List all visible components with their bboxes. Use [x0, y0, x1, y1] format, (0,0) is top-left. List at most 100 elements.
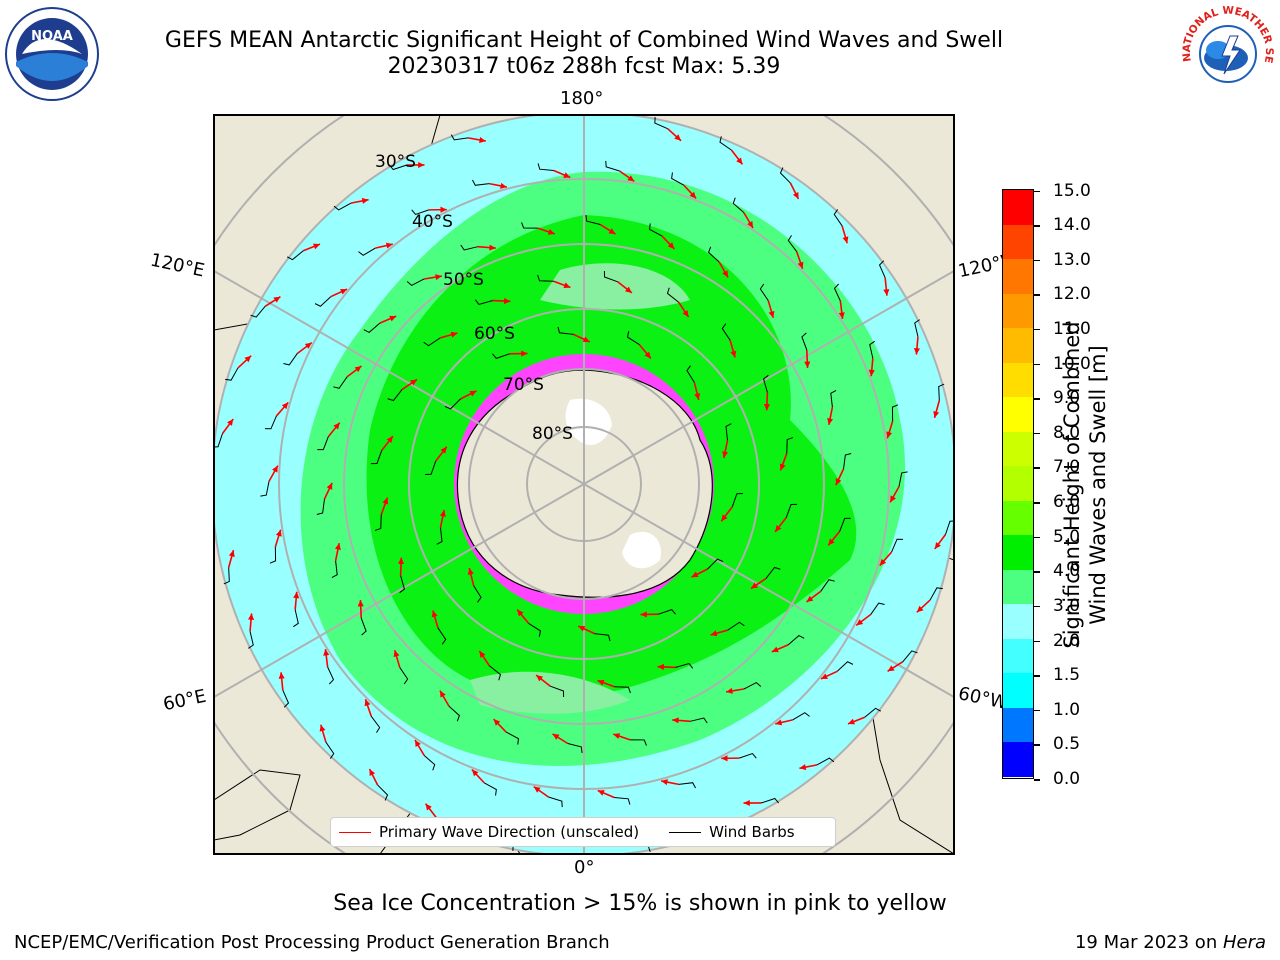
colorbar-tick-label: 12.0: [1053, 284, 1091, 305]
colorbar-segment: [1003, 604, 1033, 639]
wave-arrow-head: [369, 769, 376, 777]
wind-barb: [898, 471, 908, 487]
colorbar-tick: [1034, 432, 1040, 435]
wave-arrow-head: [804, 361, 811, 368]
wind-barb: [548, 796, 563, 808]
wave-arrow-head: [883, 289, 890, 296]
colorbar-segment: [1003, 707, 1033, 743]
wave-arrow-head: [397, 557, 405, 565]
wind-barb: [707, 558, 724, 570]
wave-arrow-head: [779, 463, 786, 471]
wave-arrow-head: [775, 525, 782, 532]
wind-barb: [282, 690, 290, 708]
wind-barb: [444, 398, 461, 410]
colorbar-tick: [1034, 709, 1040, 712]
wave-arrow-head: [682, 310, 689, 318]
wave-arrow-head: [385, 242, 393, 249]
colorbar-tick-label: 8.0: [1053, 422, 1081, 443]
colorbar-segment: [1003, 190, 1033, 225]
colorbar-segment: [1003, 638, 1033, 674]
wind-barb: [223, 567, 230, 585]
wave-arrow-head: [657, 663, 665, 671]
wind-barb: [370, 450, 383, 465]
wave-arrow-head: [722, 270, 729, 278]
wave-arrow-head: [582, 336, 590, 343]
colorbar-tick-label: 1.0: [1053, 699, 1081, 720]
wind-barb: [929, 587, 943, 601]
wave-arrow-head: [479, 650, 486, 658]
legend: Primary Wave Direction (unscaled) Wind B…: [330, 817, 836, 847]
wind-barb: [331, 560, 338, 578]
wave-arrow-head: [828, 538, 835, 546]
colorbar-tick-label: 5.0: [1053, 526, 1081, 547]
wind-barb: [725, 423, 732, 441]
wind-barb: [761, 797, 780, 804]
wave-arrow-head: [835, 478, 842, 486]
wave-arrow-head: [730, 350, 737, 358]
colorbar-tick-label: 10.0: [1053, 353, 1091, 374]
wind-barb: [399, 575, 406, 594]
colorbar-tick-label: 3.0: [1053, 595, 1081, 616]
wave-arrow-head: [838, 312, 845, 319]
wave-arrow-head: [640, 611, 647, 618]
wind-barb: [360, 617, 367, 636]
wave-arrow-head: [323, 649, 330, 656]
graticule: [214, 115, 954, 854]
wave-arrow-head: [547, 228, 555, 235]
wave-arrow-head: [272, 465, 278, 473]
wind-barb: [675, 662, 694, 669]
wind-barb: [721, 323, 731, 341]
wave-arrow-head: [913, 348, 920, 355]
wave-arrow-head: [440, 206, 447, 213]
wind-barb: [585, 215, 601, 225]
wind-barb: [902, 650, 918, 662]
wind-barb: [678, 782, 696, 789]
colorbar-segment: [1003, 293, 1033, 329]
colorbar-tick-label: 1.5: [1053, 665, 1081, 686]
colorbar-tick-label: 9.0: [1053, 388, 1081, 409]
wind-barb: [489, 665, 502, 681]
wave-arrow-head: [721, 755, 728, 762]
wind-barb: [833, 283, 841, 302]
wind-barb: [762, 374, 769, 393]
colorbar-segment: [1003, 259, 1033, 294]
noaa-logo-text: NOAA: [31, 29, 73, 44]
wind-barb: [325, 741, 335, 759]
wave-arrow-head: [608, 228, 616, 235]
wind-barb: [293, 609, 299, 628]
wind-barb: [765, 566, 781, 579]
wind-barbs-legend-line: [669, 831, 702, 833]
wind-barb: [286, 250, 304, 261]
wave-arrow-head: [799, 764, 807, 771]
wave-arrow-head: [435, 274, 442, 281]
colorbar-segment: [1003, 535, 1033, 570]
wave-arrow-head: [563, 282, 571, 289]
colorbar-tick: [1034, 328, 1040, 331]
wave-arrow-head: [694, 393, 701, 400]
wave-arrow-head: [517, 609, 524, 617]
wave-arrow-head: [439, 690, 446, 698]
wave-arrow-head: [467, 568, 474, 575]
wind-barb: [473, 585, 482, 603]
primary-wave-legend-line: [339, 831, 371, 833]
colorbar-segment: [1003, 224, 1033, 260]
wind-barb: [792, 712, 810, 721]
wind-barb: [387, 389, 403, 402]
wind-barb: [250, 306, 266, 318]
wind-barb: [839, 517, 851, 532]
wind-barb: [594, 633, 611, 642]
wave-arrow-head: [627, 175, 635, 182]
wind-barb: [363, 322, 381, 334]
wind-barb: [891, 404, 899, 422]
wave-arrow-head: [364, 699, 371, 707]
wind-barb: [801, 332, 808, 351]
sea-ice-note: Sea Ice Concentration > 15% is shown in …: [333, 891, 947, 916]
wave-arrow-head: [354, 365, 362, 373]
wave-arrow-head: [933, 410, 940, 418]
colorbar-title-line1: Significant Height of Combined: [1060, 321, 1084, 649]
wind-barb: [869, 340, 875, 359]
wind-barb: [759, 283, 769, 301]
wind-barb: [727, 621, 745, 631]
wind-barb: [333, 376, 348, 389]
wind-barb: [537, 163, 554, 171]
